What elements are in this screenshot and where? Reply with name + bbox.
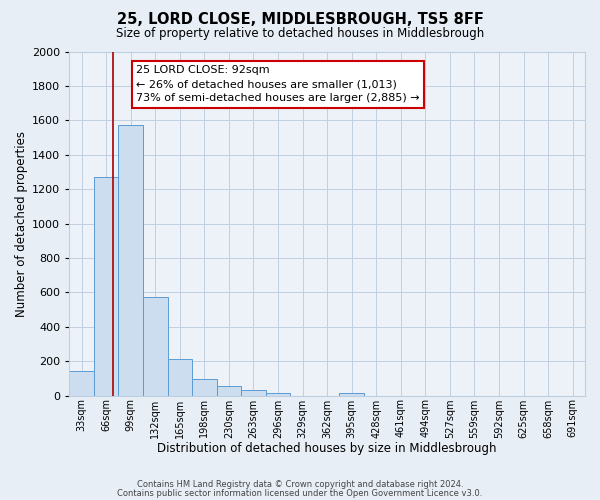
Bar — [192, 379, 217, 396]
Bar — [217, 386, 241, 396]
Bar — [266, 393, 290, 396]
Bar — [94, 177, 118, 396]
Bar — [340, 393, 364, 396]
Text: 25, LORD CLOSE, MIDDLESBROUGH, TS5 8FF: 25, LORD CLOSE, MIDDLESBROUGH, TS5 8FF — [116, 12, 484, 28]
Text: Contains HM Land Registry data © Crown copyright and database right 2024.: Contains HM Land Registry data © Crown c… — [137, 480, 463, 489]
Bar — [70, 372, 94, 396]
Text: 25 LORD CLOSE: 92sqm
← 26% of detached houses are smaller (1,013)
73% of semi-de: 25 LORD CLOSE: 92sqm ← 26% of detached h… — [136, 66, 420, 104]
Bar — [118, 126, 143, 396]
X-axis label: Distribution of detached houses by size in Middlesbrough: Distribution of detached houses by size … — [157, 442, 497, 455]
Bar — [167, 358, 192, 396]
Text: Contains public sector information licensed under the Open Government Licence v3: Contains public sector information licen… — [118, 488, 482, 498]
Bar — [143, 298, 167, 396]
Bar — [241, 390, 266, 396]
Y-axis label: Number of detached properties: Number of detached properties — [15, 130, 28, 316]
Text: Size of property relative to detached houses in Middlesbrough: Size of property relative to detached ho… — [116, 28, 484, 40]
